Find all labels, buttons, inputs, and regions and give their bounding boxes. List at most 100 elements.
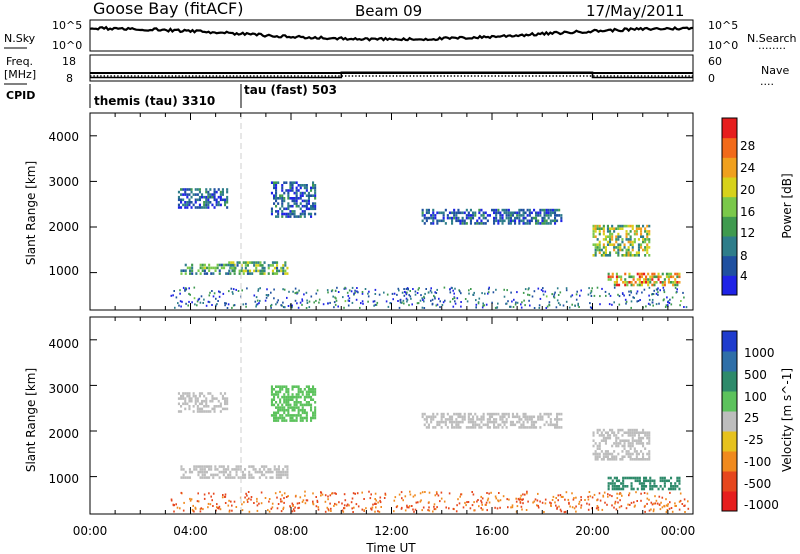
- data-cell: [604, 452, 607, 456]
- data-cell: [200, 507, 203, 510]
- data-cell: [623, 294, 625, 297]
- data-cell: [468, 289, 470, 292]
- data-cell: [474, 412, 477, 416]
- data-cell: [214, 473, 217, 477]
- data-cell: [646, 431, 649, 434]
- data-cell: [255, 266, 258, 270]
- data-cell: [283, 501, 285, 504]
- data-cell: [598, 444, 601, 448]
- data-cell: [436, 420, 439, 424]
- data-cell: [575, 496, 577, 499]
- data-cell: [451, 219, 454, 223]
- data-cell: [275, 476, 278, 479]
- data-cell: [511, 211, 514, 215]
- data-cell: [220, 266, 223, 270]
- data-cell: [291, 306, 293, 309]
- data-cell: [618, 485, 621, 488]
- data-cell: [355, 298, 358, 301]
- data-cell: [305, 499, 308, 502]
- data-cell: [294, 506, 296, 509]
- data-cell: [213, 397, 216, 400]
- data-cell: [188, 476, 191, 479]
- data-cell: [625, 232, 628, 236]
- data-cell: [633, 428, 636, 432]
- data-cell: [379, 501, 382, 504]
- data-cell: [624, 485, 627, 488]
- data-cell: [286, 470, 289, 474]
- data-cell: [280, 269, 283, 273]
- data-cell: [281, 197, 284, 200]
- data-cell: [435, 304, 438, 307]
- data-cell: [545, 412, 548, 416]
- data-cell: [207, 405, 210, 408]
- data-cell: [287, 393, 290, 396]
- data-cell: [196, 198, 199, 202]
- data-cell: [289, 398, 292, 401]
- data-cell: [547, 412, 550, 416]
- data-cell: [421, 306, 424, 309]
- data-cell: [587, 293, 590, 296]
- data-cell: [631, 442, 634, 445]
- data-cell: [287, 215, 290, 218]
- data-cell: [634, 281, 637, 284]
- data-cell: [491, 412, 494, 416]
- data-cell: [397, 287, 400, 290]
- noise-left-label: N.Sky: [4, 32, 36, 45]
- data-cell: [491, 415, 494, 419]
- data-cell: [611, 243, 614, 246]
- data-cell: [463, 219, 466, 223]
- data-cell: [218, 465, 221, 468]
- data-cell: [263, 468, 266, 471]
- data-cell: [609, 482, 612, 485]
- data-cell: [629, 224, 632, 228]
- data-cell: [299, 202, 302, 205]
- data-cell: [312, 204, 315, 208]
- data-cell: [228, 269, 231, 273]
- data-cell: [609, 235, 612, 238]
- data-cell: [212, 295, 215, 298]
- data-cell: [297, 401, 300, 404]
- data-cell: [275, 204, 278, 208]
- data-cell: [191, 470, 194, 474]
- data-cell: [631, 240, 634, 244]
- data-cell: [539, 415, 542, 419]
- data-cell: [518, 214, 521, 217]
- velocity-cbar-tick-neg25: -25: [744, 433, 764, 447]
- data-cell: [478, 426, 481, 429]
- data-cell: [222, 468, 225, 471]
- data-cell: [227, 476, 230, 479]
- data-cell: [281, 212, 284, 216]
- data-cell: [541, 222, 544, 225]
- data-cell: [536, 504, 538, 507]
- data-cell: [650, 501, 653, 504]
- data-cell: [211, 399, 214, 403]
- power-panel-bg: [90, 113, 693, 310]
- data-cell: [436, 211, 439, 215]
- data-cell: [351, 507, 353, 510]
- data-cell: [509, 305, 511, 308]
- data-cell: [545, 295, 548, 298]
- data-cell: [275, 210, 278, 213]
- data-cell: [263, 261, 266, 264]
- data-cell: [482, 211, 485, 215]
- data-cell: [310, 215, 313, 218]
- data-cell: [598, 492, 601, 495]
- data-cell: [556, 219, 559, 223]
- data-cell: [330, 507, 332, 510]
- cpid-mode-2: tau (fast) 503: [244, 83, 337, 97]
- data-cell: [428, 506, 430, 509]
- data-cell: [281, 194, 284, 197]
- data-cell: [451, 420, 454, 424]
- data-cell: [575, 293, 578, 296]
- data-cell: [668, 302, 671, 304]
- data-cell: [531, 295, 534, 298]
- data-cell: [286, 296, 288, 299]
- power-colorbar: [722, 118, 737, 296]
- data-cell: [557, 294, 560, 296]
- data-cell: [275, 393, 278, 396]
- data-cell: [285, 408, 288, 412]
- data-cell: [199, 272, 202, 275]
- data-cell: [647, 302, 650, 305]
- data-cell: [341, 502, 343, 505]
- data-cell: [190, 188, 193, 191]
